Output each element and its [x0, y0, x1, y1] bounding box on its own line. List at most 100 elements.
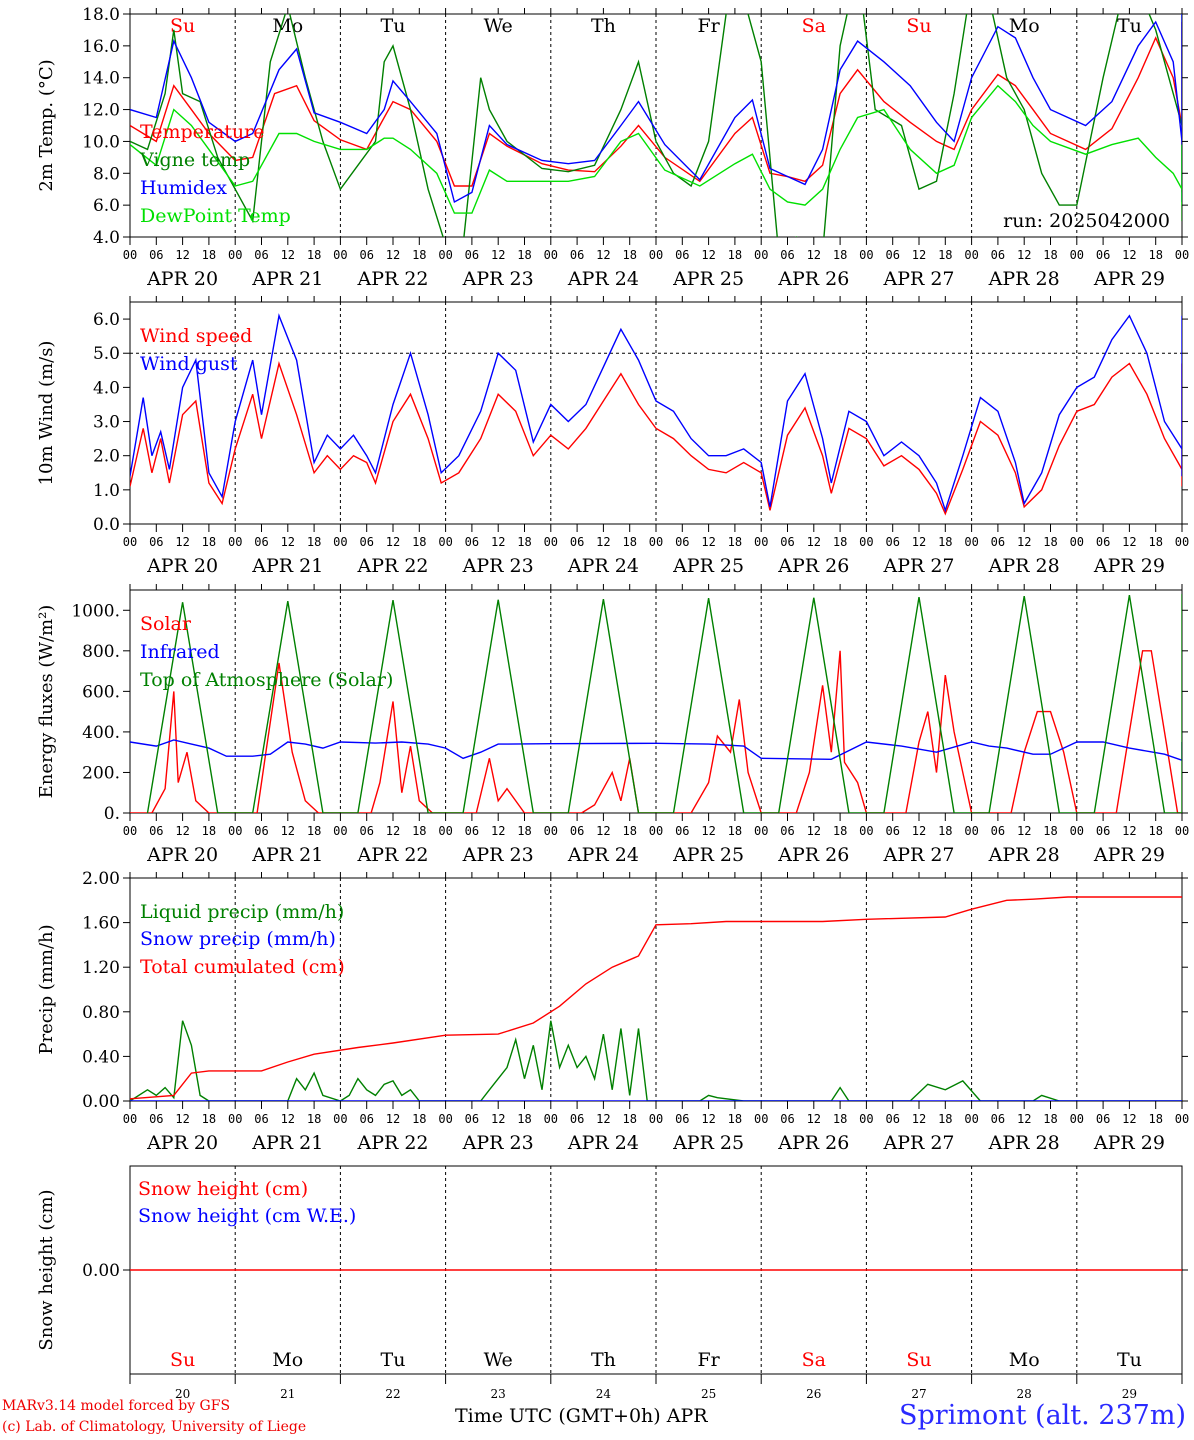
- legend-entry: Infrared: [140, 641, 220, 663]
- hour-tick-label: 06: [780, 535, 794, 549]
- hour-tick-label: 18: [307, 1112, 321, 1126]
- day-number-label: 24: [596, 1387, 612, 1401]
- hour-tick-label: 06: [570, 248, 584, 262]
- hour-tick-label: 18: [1148, 248, 1162, 262]
- hour-tick-label: 00: [754, 535, 768, 549]
- legend-entry: Snow height (cm): [138, 1178, 308, 1200]
- hour-tick-label: 00: [228, 824, 242, 838]
- legend-entry: Humidex: [140, 177, 227, 199]
- day-of-week-label: Mo: [1009, 1349, 1040, 1371]
- day-date-label: APR 29: [1093, 555, 1165, 577]
- day-date-label: APR 25: [672, 844, 744, 866]
- hour-tick-label: 12: [1017, 824, 1031, 838]
- day-date-label: APR 26: [777, 555, 849, 577]
- hour-tick-label: 06: [149, 824, 163, 838]
- day-date-label: APR 28: [988, 1132, 1060, 1154]
- y-tick-label: 2.0: [93, 447, 120, 467]
- hour-tick-label: 00: [859, 1112, 873, 1126]
- hour-tick-label: 12: [175, 248, 189, 262]
- hour-tick-label: 00: [964, 535, 978, 549]
- hour-tick-label: 06: [149, 1112, 163, 1126]
- hour-tick-label: 12: [912, 535, 926, 549]
- day-date-label: APR 20: [146, 268, 218, 290]
- series-line-dewpoint-temp: [130, 84, 1182, 214]
- day-number-label: 28: [1017, 1387, 1032, 1401]
- day-of-week-label: We: [484, 15, 513, 37]
- day-date-label: APR 27: [882, 844, 954, 866]
- hour-tick-label: 00: [123, 248, 137, 262]
- hour-tick-label: 12: [912, 824, 926, 838]
- hour-tick-label: 12: [281, 248, 295, 262]
- hour-tick-label: 18: [938, 1112, 952, 1126]
- hour-tick-label: 06: [991, 824, 1005, 838]
- day-of-week-label: We: [484, 1349, 513, 1371]
- panel-temperature: 00 06 12 18 00 06 12 18 00 06 12 18 00 06 12 18 00 06 12 18…: [36, 5, 1189, 290]
- hour-tick-label: 18: [307, 535, 321, 549]
- hour-tick-label: 06: [359, 824, 373, 838]
- hour-tick-label: 18: [412, 1112, 426, 1126]
- hour-tick-label: 06: [359, 248, 373, 262]
- hour-tick-label: 00: [1070, 824, 1084, 838]
- hour-tick-label: 00: [123, 824, 137, 838]
- hour-tick-label: 18: [938, 248, 952, 262]
- y-tick-label: 0.00: [82, 1092, 120, 1112]
- day-date-label: APR 24: [567, 844, 639, 866]
- hour-tick-label: 18: [622, 535, 636, 549]
- legend-entry: Liquid precip (mm/h): [140, 901, 344, 923]
- day-date-label: APR 29: [1093, 844, 1165, 866]
- day-date-label: APR 26: [777, 1132, 849, 1154]
- hour-tick-label: 00: [438, 1112, 452, 1126]
- hour-tick-label: 00: [649, 248, 663, 262]
- hour-tick-label: 06: [1096, 824, 1110, 838]
- hour-tick-label: 00: [1175, 248, 1189, 262]
- y-axis-label: 10m Wind (m/s): [36, 341, 57, 486]
- day-of-week-label: Su: [170, 1349, 195, 1371]
- legend-entry: DewPoint Temp: [140, 205, 291, 227]
- legend-entry: Vigne temp: [139, 149, 250, 171]
- day-date-label: APR 25: [672, 268, 744, 290]
- hour-tick-label: 18: [622, 824, 636, 838]
- hour-tick-label: 18: [728, 1112, 742, 1126]
- hour-tick-label: 18: [833, 248, 847, 262]
- day-date-label: APR 25: [672, 555, 744, 577]
- hour-tick-label: 00: [1070, 535, 1084, 549]
- y-tick-label: 0.80: [82, 1003, 120, 1023]
- day-date-label: APR 20: [146, 555, 218, 577]
- day-date-label: APR 24: [567, 268, 639, 290]
- plot-frame: [129, 589, 1183, 814]
- series-line-temperature: [130, 22, 1182, 193]
- hour-tick-label: 18: [202, 1112, 216, 1126]
- hour-tick-label: 12: [912, 248, 926, 262]
- y-axis-label: Energy fluxes (W/m²): [36, 605, 57, 799]
- hour-tick-label: 06: [149, 248, 163, 262]
- series-line-top-of-atmosphere-solar-: [146, 594, 1182, 813]
- hour-tick-label: 00: [544, 248, 558, 262]
- hour-tick-label: 12: [386, 824, 400, 838]
- y-tick-label: 4.0: [93, 378, 120, 398]
- hour-tick-label: 18: [517, 824, 531, 838]
- hour-tick-label: 00: [544, 824, 558, 838]
- hour-tick-label: 18: [412, 535, 426, 549]
- y-tick-label: 1000.: [71, 601, 120, 621]
- hour-tick-label: 12: [1122, 248, 1136, 262]
- hour-tick-label: 12: [175, 824, 189, 838]
- day-of-week-label: Th: [591, 15, 616, 37]
- day-of-week-label: Fr: [697, 1349, 720, 1371]
- day-date-label: APR 20: [146, 1132, 218, 1154]
- day-number-label: 20: [175, 1387, 190, 1401]
- series-group: [130, 14, 1182, 237]
- series-line-infrared: [130, 739, 1182, 762]
- hour-tick-label: 12: [912, 1112, 926, 1126]
- y-tick-label: 18.0: [82, 5, 120, 25]
- hour-tick-label: 18: [202, 248, 216, 262]
- y-tick-label: 14.0: [82, 69, 120, 89]
- run-annotation: run: 2025042000: [1003, 210, 1170, 232]
- hour-tick-label: 18: [412, 824, 426, 838]
- day-of-week-label: Th: [591, 1349, 616, 1371]
- hour-tick-label: 18: [938, 535, 952, 549]
- hour-tick-label: 12: [175, 535, 189, 549]
- day-of-week-label: Sa: [802, 1349, 826, 1371]
- hour-tick-label: 00: [649, 535, 663, 549]
- hour-tick-label: 00: [964, 1112, 978, 1126]
- day-number-label: 23: [491, 1387, 506, 1401]
